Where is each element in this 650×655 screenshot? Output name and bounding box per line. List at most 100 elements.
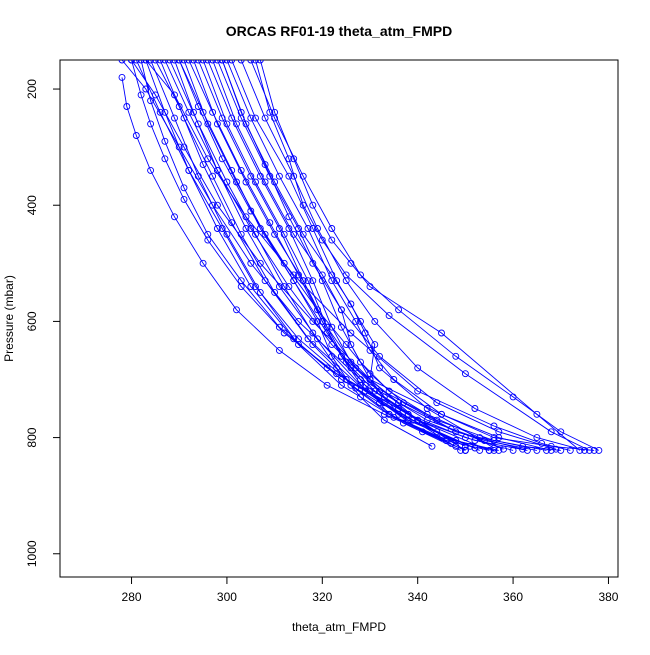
y-tick-label: 600	[25, 311, 39, 331]
data-point	[309, 341, 317, 349]
data-point	[318, 236, 326, 244]
series-line	[202, 60, 523, 450]
data-point	[166, 60, 174, 64]
data-point	[333, 370, 341, 378]
y-axis-label: Pressure (mbar)	[2, 275, 16, 362]
data-point	[452, 352, 460, 360]
data-point	[280, 259, 288, 267]
data-point	[128, 60, 135, 64]
data-point	[237, 230, 245, 238]
series-line	[250, 60, 600, 451]
data-point	[147, 166, 155, 174]
data-point	[123, 103, 131, 110]
data-point	[314, 335, 321, 343]
data-point	[285, 283, 293, 291]
series-line	[221, 60, 495, 449]
data-point	[237, 108, 245, 116]
data-point	[237, 166, 245, 174]
data-point	[352, 317, 360, 325]
data-point	[252, 114, 259, 122]
data-point	[428, 442, 436, 450]
data-point	[466, 442, 474, 450]
data-point	[519, 445, 527, 453]
data-point	[171, 213, 178, 221]
data-point	[175, 103, 183, 110]
data-point	[585, 446, 593, 454]
series-27	[118, 73, 455, 447]
data-point	[213, 225, 221, 232]
data-point	[576, 446, 584, 454]
data-point	[261, 230, 269, 238]
data-point	[213, 120, 221, 128]
data-point	[309, 277, 317, 285]
data-point	[328, 323, 336, 331]
data-point	[309, 201, 317, 209]
data-point	[595, 446, 603, 454]
data-point	[223, 120, 231, 128]
data-point	[309, 259, 317, 267]
x-tick-label: 380	[598, 590, 618, 604]
data-point	[228, 219, 236, 227]
data-point	[247, 259, 255, 267]
data-point	[285, 172, 293, 180]
data-point	[328, 236, 336, 244]
data-point	[337, 306, 345, 314]
data-point	[185, 166, 193, 174]
data-point	[371, 317, 379, 325]
series-5	[161, 60, 484, 454]
data-point	[209, 201, 217, 209]
data-point	[142, 85, 150, 93]
data-point	[295, 271, 302, 279]
data-point	[471, 444, 479, 452]
data-point	[275, 172, 283, 180]
data-point	[185, 60, 193, 64]
y-tick-label: 800	[25, 427, 39, 447]
data-point	[161, 155, 169, 163]
series-line	[145, 60, 466, 447]
data-point	[538, 439, 546, 447]
data-point	[209, 60, 217, 64]
data-point	[366, 346, 374, 354]
data-point	[223, 230, 231, 238]
data-point	[156, 108, 164, 116]
data-point	[271, 288, 279, 296]
data-point	[414, 387, 422, 395]
series-line	[164, 60, 480, 451]
series-line	[169, 60, 433, 447]
data-point	[247, 114, 255, 122]
data-point	[328, 225, 336, 232]
data-point	[218, 60, 226, 64]
data-point	[233, 120, 240, 128]
data-point	[185, 108, 193, 116]
series-26	[137, 60, 450, 444]
data-point	[323, 381, 331, 389]
data-point	[180, 143, 188, 151]
series-group	[118, 60, 603, 454]
data-point	[218, 155, 226, 163]
data-point	[347, 259, 355, 267]
data-point	[204, 155, 212, 163]
data-point	[247, 60, 255, 64]
y-tick-label: 400	[25, 195, 39, 215]
data-point	[161, 137, 169, 145]
data-point	[180, 114, 188, 122]
chart-title: ORCAS RF01-19 theta_atm_FMPD	[226, 23, 452, 39]
data-point	[314, 306, 321, 314]
series-29	[175, 60, 507, 453]
data-point	[328, 271, 336, 279]
series-line	[240, 60, 585, 451]
x-tick-label: 280	[122, 590, 142, 604]
data-point	[581, 446, 589, 454]
x-tick-label: 300	[217, 590, 237, 604]
data-point	[376, 352, 383, 360]
series-30	[256, 60, 584, 454]
series-line	[121, 77, 452, 444]
data-point	[399, 399, 407, 407]
data-point	[337, 323, 345, 331]
series-line	[226, 60, 552, 451]
series-32	[218, 60, 560, 453]
data-point	[171, 60, 178, 64]
data-point	[223, 178, 231, 186]
data-point	[423, 405, 431, 412]
data-point	[590, 446, 598, 454]
